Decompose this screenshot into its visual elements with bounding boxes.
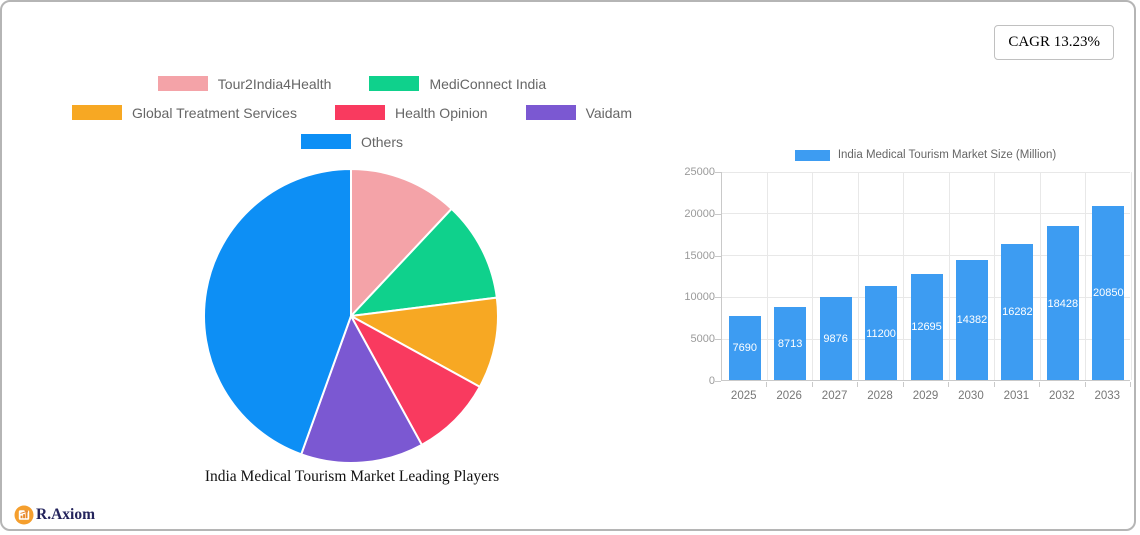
bar-2027[interactable] bbox=[819, 297, 852, 380]
x-tick-label: 2033 bbox=[1094, 390, 1121, 402]
pie-legend-swatch bbox=[334, 105, 385, 120]
pie-legend-swatch bbox=[369, 76, 420, 91]
pie-slice-vaidam[interactable] bbox=[300, 315, 423, 464]
bar-plot-area: 7690 8713 9876 11200 12695 14382 16282 18428 208… bbox=[721, 171, 1132, 381]
gridline-horizontal bbox=[722, 171, 1130, 173]
pie-slice-tour2india4health[interactable] bbox=[350, 168, 453, 317]
bar-chart: India Medical Tourism Market Size (Milli… bbox=[678, 149, 1134, 411]
x-axis-tick bbox=[811, 382, 813, 387]
x-axis-tick bbox=[993, 382, 995, 387]
pie-slice-mediconnect-india[interactable] bbox=[350, 207, 498, 317]
x-axis-tick bbox=[1084, 382, 1086, 387]
bar-2033[interactable] bbox=[1092, 205, 1125, 380]
x-axis-tick bbox=[1039, 382, 1041, 387]
pie-chart bbox=[203, 168, 499, 464]
y-tick-label: 5000 bbox=[690, 333, 715, 346]
pie-legend-row: Global Treatment Services Health Opinion V… bbox=[2, 102, 702, 123]
y-tick-label: 25000 bbox=[684, 166, 715, 178]
x-axis-tick bbox=[857, 382, 859, 387]
pie-legend-item[interactable]: Global Treatment Services bbox=[71, 102, 297, 123]
x-tick-label: 2026 bbox=[776, 390, 802, 402]
pie-legend-swatch bbox=[525, 105, 576, 120]
pie-chart-title: India Medical Tourism Market Leading Pla… bbox=[204, 468, 500, 485]
bar-legend-item[interactable]: India Medical Tourism Market Size (Milli… bbox=[721, 149, 1130, 161]
y-axis-tick bbox=[715, 213, 721, 215]
pie-legend-swatch bbox=[71, 105, 122, 120]
pie-legend-label: Health Opinion bbox=[394, 104, 488, 121]
pie-legend-swatch bbox=[157, 76, 208, 91]
pie-slice-others[interactable] bbox=[203, 168, 352, 456]
gridline-vertical bbox=[948, 172, 950, 380]
x-axis-tick bbox=[1130, 382, 1131, 387]
pie-legend-item[interactable]: Others bbox=[300, 131, 403, 152]
x-tick-label: 2029 bbox=[912, 390, 939, 402]
pie-legend-label: Tour2India4Health bbox=[217, 75, 332, 92]
pie-legend-label: Vaidam bbox=[585, 104, 633, 121]
x-tick-label: 2028 bbox=[867, 390, 893, 402]
x-tick-label: 2027 bbox=[821, 390, 848, 402]
gridline-vertical bbox=[857, 172, 859, 380]
pie-legend-label: Global Treatment Services bbox=[131, 104, 297, 121]
gridline-horizontal bbox=[722, 213, 1130, 215]
pie-legend-item[interactable]: Vaidam bbox=[525, 102, 633, 123]
gridline-vertical bbox=[1130, 172, 1132, 380]
bar-2030[interactable] bbox=[955, 259, 988, 380]
gridline-vertical bbox=[766, 172, 768, 380]
pie-legend: Tour2India4Health MediConnect India Global… bbox=[2, 73, 702, 152]
y-axis-tick bbox=[715, 255, 721, 257]
gridline-vertical bbox=[1085, 172, 1087, 380]
y-axis-tick bbox=[715, 339, 721, 341]
gridline-vertical bbox=[903, 172, 905, 380]
bar-2025[interactable] bbox=[728, 315, 761, 380]
x-tick-label: 2030 bbox=[958, 390, 984, 402]
x-tick-label: 2025 bbox=[730, 390, 757, 402]
pie-legend-label: MediConnect India bbox=[429, 75, 547, 92]
brand-logo: R.Axiom bbox=[14, 505, 95, 525]
pie-slice-health-opinion[interactable] bbox=[350, 315, 481, 446]
x-tick-label: 2031 bbox=[1003, 390, 1030, 402]
bar-2028[interactable] bbox=[865, 286, 898, 380]
y-axis-tick bbox=[715, 297, 721, 299]
bar-2032[interactable] bbox=[1046, 225, 1079, 380]
bar-2031[interactable] bbox=[1001, 243, 1034, 380]
pie-legend-row: Tour2India4Health MediConnect India bbox=[2, 73, 702, 94]
bar-2029[interactable] bbox=[910, 273, 943, 380]
y-tick-label: 15000 bbox=[684, 249, 715, 262]
y-axis-tick bbox=[715, 381, 721, 382]
pie-slice-global-treatment-services[interactable] bbox=[350, 296, 499, 388]
y-tick-label: 0 bbox=[708, 375, 715, 387]
bar-2026[interactable] bbox=[774, 307, 807, 380]
pie-legend-label: Others bbox=[360, 133, 403, 150]
x-tick-label: 2032 bbox=[1049, 390, 1075, 402]
x-axis-tick bbox=[766, 382, 768, 387]
gridline-vertical bbox=[994, 172, 996, 380]
pie-legend-item[interactable]: Tour2India4Health bbox=[157, 73, 332, 94]
pie-legend-item[interactable]: Health Opinion bbox=[334, 102, 488, 123]
pie-legend-item[interactable]: MediConnect India bbox=[369, 73, 546, 94]
x-axis-tick bbox=[902, 382, 904, 387]
y-tick-label: 20000 bbox=[684, 207, 715, 220]
gridline-horizontal bbox=[722, 255, 1130, 257]
bar-legend-label: India Medical Tourism Market Size (Milli… bbox=[837, 149, 1057, 161]
pie-legend-swatch bbox=[300, 134, 351, 149]
y-tick-label: 10000 bbox=[684, 291, 715, 304]
gridline-vertical bbox=[812, 172, 814, 380]
brand-name: R.Axiom bbox=[36, 506, 95, 523]
gridline-vertical bbox=[1039, 172, 1041, 380]
x-axis-tick bbox=[948, 382, 950, 387]
pie-legend-row: Others bbox=[2, 131, 702, 152]
bar-legend-swatch bbox=[794, 149, 830, 161]
cagr-badge: CAGR 13.23% bbox=[994, 25, 1114, 60]
brand-chart-icon bbox=[14, 505, 34, 525]
y-axis-tick bbox=[715, 172, 721, 173]
